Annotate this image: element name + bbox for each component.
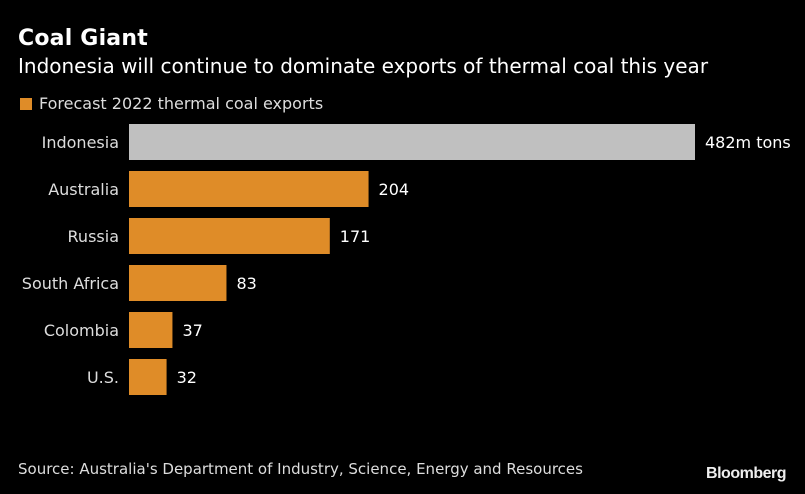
bar-u-s	[129, 359, 167, 395]
category-label: Indonesia	[42, 133, 119, 152]
chart-subtitle: Indonesia will continue to dominate expo…	[18, 54, 709, 78]
bar-colombia	[129, 312, 173, 348]
category-label: Russia	[68, 227, 119, 246]
category-label: U.S.	[87, 368, 119, 387]
chart-title: Coal Giant	[18, 26, 148, 51]
value-label: 204	[379, 180, 410, 199]
legend-swatch	[20, 97, 32, 110]
category-label: South Africa	[22, 274, 119, 293]
legend-label: Forecast 2022 thermal coal exports	[39, 94, 324, 113]
value-label: 37	[182, 321, 202, 340]
category-label: Australia	[48, 180, 119, 199]
value-label: 482m tons	[705, 133, 791, 152]
source-note: Source: Australia's Department of Indust…	[18, 460, 583, 478]
bar-russia	[129, 218, 330, 254]
legend: Forecast 2022 thermal coal exports	[20, 94, 323, 113]
bar-south-africa	[129, 265, 227, 301]
category-label: Colombia	[44, 321, 119, 340]
value-label: 32	[177, 368, 197, 387]
value-label: 83	[236, 274, 256, 293]
bar-indonesia	[129, 124, 695, 160]
bar-australia	[129, 171, 369, 207]
value-label: 171	[340, 227, 371, 246]
bloomberg-logo: Bloomberg	[706, 465, 786, 482]
